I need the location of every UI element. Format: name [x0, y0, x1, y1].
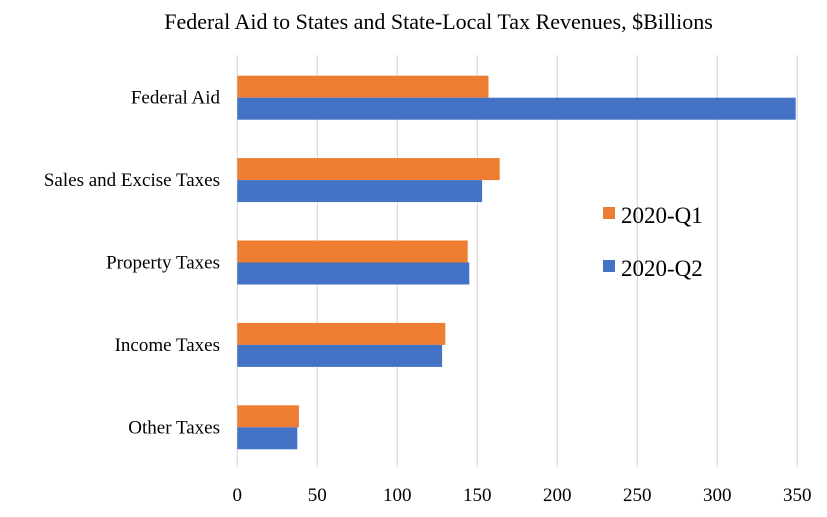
x-tick-label: 0 [233, 485, 243, 506]
bar-2020-q1-federal-aid [237, 75, 489, 98]
x-tick-label: 250 [623, 485, 652, 506]
bar-2020-q1-property-taxes [237, 240, 468, 263]
category-label: Property Taxes [106, 253, 220, 274]
bars [237, 75, 796, 450]
legend-label: 2020-Q2 [621, 256, 703, 281]
bar-2020-q2-federal-aid [237, 97, 796, 120]
bar-2020-q1-other-taxes [237, 405, 299, 428]
legend-label: 2020-Q1 [621, 203, 703, 228]
bar-2020-q2-other-taxes [237, 427, 298, 450]
x-tick-label: 350 [783, 485, 812, 506]
bar-2020-q1-income-taxes [237, 322, 446, 345]
x-tick-label: 150 [463, 485, 492, 506]
bar-2020-q2-property-taxes [237, 262, 470, 285]
x-tick-label: 100 [383, 485, 412, 506]
legend-swatch-2020-q2 [603, 260, 615, 272]
bar-2020-q2-income-taxes [237, 344, 443, 367]
chart-title: Federal Aid to States and State-Local Ta… [164, 9, 713, 34]
category-label: Federal Aid [131, 88, 221, 109]
bar-2020-q1-sales-and-excise-taxes [237, 158, 500, 181]
category-label: Other Taxes [128, 417, 220, 438]
category-labels: Federal Aid Sales and Excise Taxes Propert… [44, 88, 221, 439]
legend: 2020-Q1 2020-Q2 [603, 203, 703, 281]
category-label: Income Taxes [115, 335, 220, 356]
x-tick-label: 50 [308, 485, 327, 506]
bar-2020-q2-sales-and-excise-taxes [237, 180, 483, 203]
x-axis-tick-labels: 0 50 100 150 200 250 300 350 [233, 485, 812, 506]
category-label: Sales and Excise Taxes [44, 170, 220, 191]
x-tick-label: 300 [703, 485, 732, 506]
x-tick-label: 200 [543, 485, 572, 506]
legend-swatch-2020-q1 [603, 207, 615, 219]
